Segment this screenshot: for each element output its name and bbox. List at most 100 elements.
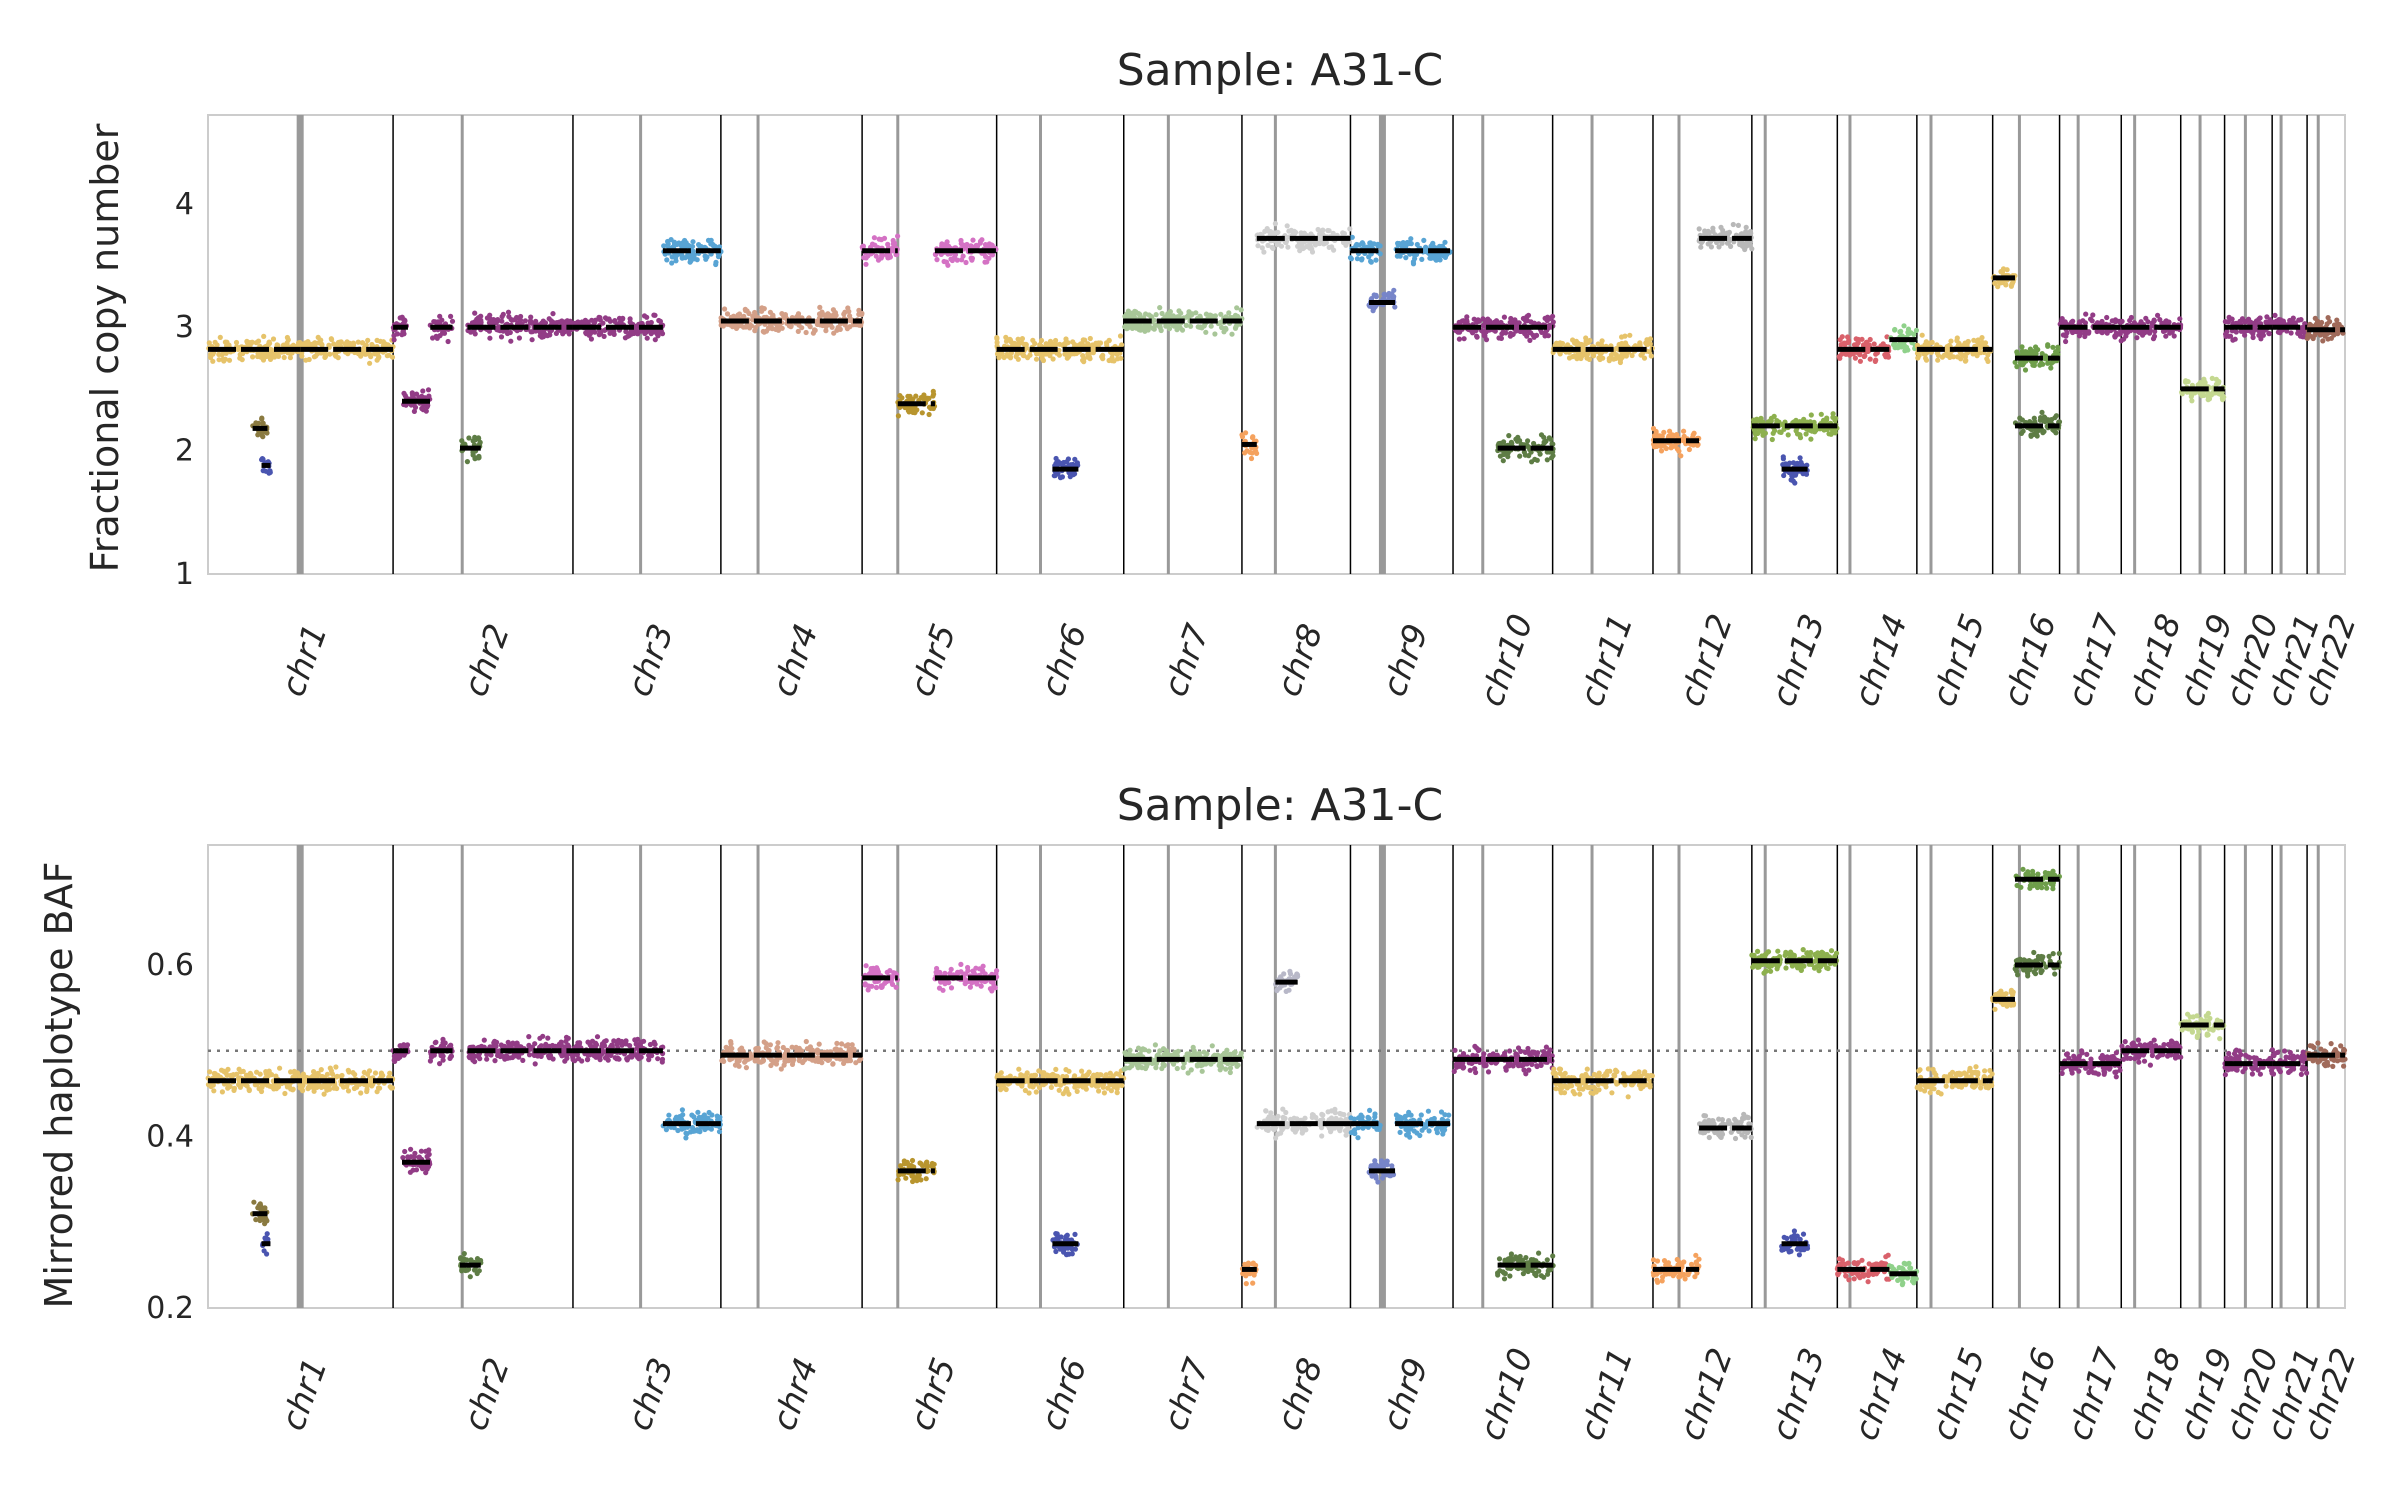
- bin-point: [713, 261, 719, 268]
- bin-point: [426, 393, 432, 399]
- bin-point: [2145, 319, 2151, 325]
- bin-point: [420, 388, 426, 394]
- bin-point: [895, 413, 902, 419]
- bin-point: [1838, 342, 1844, 348]
- chromosome-label: chr12: [1671, 609, 1740, 711]
- bin-point: [664, 243, 671, 249]
- bin-point: [475, 455, 481, 461]
- bin-point: [226, 357, 233, 363]
- bin-point: [217, 334, 223, 340]
- bin-point: [1686, 446, 1692, 453]
- chromosome-label: chr1: [273, 619, 335, 702]
- bin-point: [611, 328, 617, 334]
- bin-point: [492, 1058, 498, 1064]
- bin-point: [2271, 319, 2277, 325]
- bin-point: [831, 330, 837, 336]
- bin-point: [475, 315, 481, 321]
- bin-point: [2296, 330, 2302, 336]
- bin-point: [332, 352, 338, 358]
- bin-point: [253, 1217, 259, 1223]
- bin-point: [994, 351, 1001, 357]
- bin-point: [2019, 344, 2025, 350]
- bin-point: [425, 387, 432, 393]
- bin-point: [1873, 357, 1879, 363]
- bin-point: [964, 241, 970, 248]
- bin-point: [435, 319, 441, 325]
- bin-point: [1797, 455, 1803, 461]
- bin-point: [655, 333, 661, 339]
- bin-point: [2150, 336, 2157, 342]
- y-tick-label: 2: [175, 434, 194, 469]
- bin-point: [1867, 356, 1873, 362]
- bin-point: [1794, 431, 1801, 437]
- bin-point: [372, 1070, 379, 1076]
- bin-point: [1176, 308, 1182, 314]
- bin-point: [2083, 311, 2089, 317]
- bin-point: [830, 1061, 836, 1067]
- bin-point: [676, 240, 682, 246]
- bin-point: [2266, 331, 2272, 337]
- bin-point: [1821, 417, 1827, 423]
- bin-point: [234, 1071, 240, 1077]
- bin-point: [969, 257, 975, 263]
- bin-point: [389, 1085, 395, 1091]
- bin-point: [1895, 345, 1901, 351]
- bin-point: [1845, 334, 1851, 340]
- bin-point: [722, 306, 728, 312]
- bin-point: [2082, 320, 2088, 326]
- bin-point: [1995, 284, 2001, 290]
- bin-point: [1015, 356, 1021, 362]
- bin-point: [251, 1199, 257, 1205]
- bin-point: [419, 405, 425, 412]
- bin-point: [448, 1054, 454, 1060]
- bin-point: [1743, 224, 1749, 230]
- panel-title: Sample: A31-C: [1117, 45, 1443, 96]
- bin-point: [1087, 335, 1093, 342]
- bin-point: [1752, 436, 1758, 442]
- bin-point: [669, 260, 675, 266]
- bin-point: [1724, 230, 1730, 236]
- bin-point: [1515, 320, 1521, 326]
- bin-point: [863, 261, 869, 267]
- bin-point: [1498, 335, 1504, 341]
- bin-point: [1239, 432, 1245, 438]
- bin-point: [1080, 357, 1086, 363]
- bin-point: [431, 319, 437, 325]
- bin-point: [1373, 292, 1379, 298]
- bin-point: [741, 313, 747, 319]
- bin-point: [1072, 456, 1078, 462]
- bin-point: [1501, 439, 1507, 445]
- bin-point: [759, 305, 765, 311]
- bin-point: [1284, 223, 1290, 229]
- bin-point: [1781, 472, 1787, 479]
- bin-point: [1131, 323, 1137, 329]
- bin-point: [1430, 240, 1436, 246]
- bin-point: [1151, 317, 1157, 323]
- bin-point: [537, 1035, 543, 1041]
- bin-point: [2125, 329, 2131, 335]
- bin-point: [1391, 294, 1397, 300]
- bin-point: [2059, 316, 2065, 322]
- bin-point: [1548, 436, 1554, 442]
- bin-point: [1403, 255, 1409, 261]
- bin-point: [2088, 316, 2094, 322]
- bin-point: [1322, 240, 1328, 246]
- bin-point: [1360, 241, 1366, 247]
- bin-point: [1613, 346, 1619, 352]
- bin-point: [1456, 336, 1462, 342]
- bin-point: [1255, 243, 1261, 249]
- bin-point: [550, 311, 556, 317]
- bin-point: [835, 324, 841, 331]
- bin-point: [1984, 356, 1990, 362]
- bin-point: [259, 415, 265, 421]
- bin-point: [2155, 312, 2161, 318]
- bin-point: [1566, 355, 1573, 361]
- bin-point: [599, 1041, 606, 1047]
- bin-point: [1606, 358, 1612, 364]
- bin-point: [1421, 237, 1427, 243]
- chromosome-label: chr11: [1571, 609, 1640, 711]
- bin-point: [921, 392, 927, 398]
- bin-point: [656, 317, 662, 324]
- bin-point: [1111, 358, 1117, 364]
